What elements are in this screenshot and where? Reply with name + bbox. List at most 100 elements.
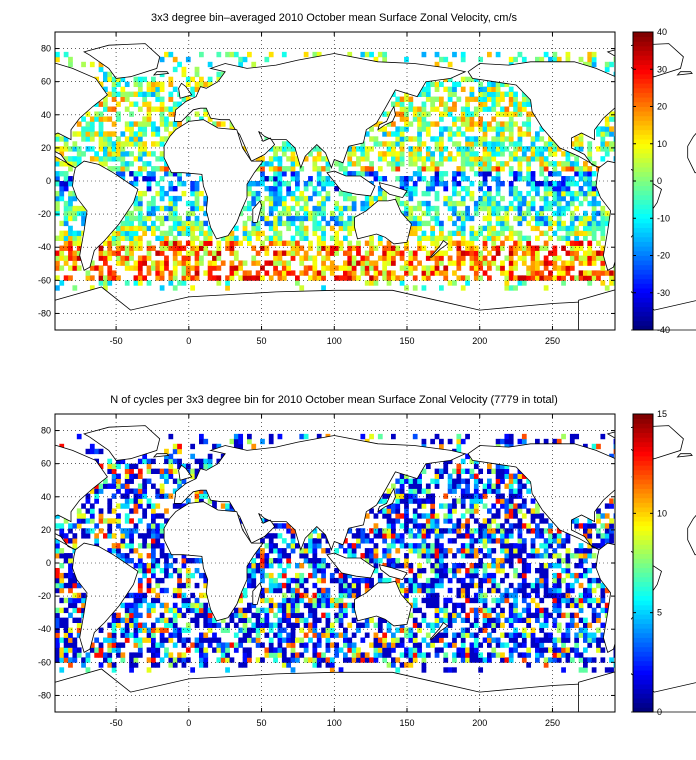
data-bin [347,275,353,281]
data-bin [391,146,396,152]
data-bin [587,225,593,232]
data-bin [460,51,466,58]
data-bin [369,642,374,648]
data-bin [303,255,309,261]
data-bin [465,185,470,192]
data-bin [124,210,130,217]
data-bin [604,151,610,157]
data-bin [535,131,540,137]
data-bin [199,81,204,88]
data-bin [103,131,108,137]
data-bin [456,225,462,232]
data-bin [543,200,549,207]
data-bin [417,478,422,484]
data-bin [395,141,401,147]
data-bin [81,210,86,217]
data-bin [491,483,497,489]
data-bin [251,577,257,584]
data-bin [417,642,422,648]
data-bin [500,166,505,172]
data-bin [129,538,134,544]
data-bin [482,627,488,633]
data-bin [172,205,178,212]
data-bin [456,215,462,222]
data-bin [443,275,449,281]
data-bin [89,508,95,514]
data-bin [137,592,143,599]
data-bin [543,548,549,554]
data-bin [177,652,182,658]
data-bin [478,156,484,162]
data-bin [548,215,553,222]
data-bin [382,493,388,499]
data-bin [103,280,108,286]
data-bin [356,538,361,544]
data-bin [351,245,357,251]
data-bin [439,558,444,564]
data-bin [55,627,60,633]
data-bin [55,543,60,549]
data-bin [281,240,287,246]
data-bin [343,220,348,227]
data-bin [386,558,392,564]
data-bin [107,151,113,157]
data-bin [469,121,475,127]
data-bin [408,176,414,182]
data-bin [395,538,401,544]
data-bin [382,111,388,117]
data-bin [299,548,305,554]
data-bin [159,637,165,643]
data-bin [500,612,505,619]
data-bin [452,503,457,509]
data-bin [137,483,143,489]
data-bin [552,200,558,207]
data-bin [268,225,274,232]
data-bin [347,146,353,152]
data-bin [491,151,497,157]
data-bin [277,572,283,579]
data-bin [587,260,593,266]
data-bin [578,548,584,554]
data-bin [539,622,545,628]
data-bin [399,478,405,484]
data-bin [412,190,418,197]
data-bin [68,597,73,604]
data-bin [55,195,60,202]
data-bin [421,528,427,534]
data-bin [133,225,139,232]
data-bin [264,587,270,594]
data-bin [504,280,510,286]
data-bin [591,657,597,663]
data-bin [137,627,143,633]
data-bin [526,270,532,276]
data-bin [386,518,392,524]
data-bin [286,607,292,614]
data-bin [120,245,126,251]
data-bin [565,572,571,579]
data-bin [548,563,553,569]
data-bin [548,205,553,212]
data-bin [133,205,139,212]
data-bin [233,51,239,58]
data-bin [159,567,165,574]
data-bin [155,225,161,232]
data-bin [500,265,505,271]
data-bin [417,141,422,147]
data-bin [513,146,518,152]
data-bin [338,607,344,614]
data-bin [408,587,414,594]
velocity-map: -50 0 50 100 150 200 250806040200-20-40-60-804… [0,0,696,370]
data-bin [430,592,436,599]
data-bin [290,632,296,638]
data-bin [386,275,392,281]
data-bin [325,195,331,202]
data-bin [268,146,274,152]
data-bin [526,607,532,614]
data-bin [391,141,396,147]
data-bin [225,642,230,648]
data-bin [561,652,566,658]
data-bin [76,652,82,658]
data-bin [543,553,549,559]
data-bin [68,176,73,182]
data-bin [473,488,479,494]
